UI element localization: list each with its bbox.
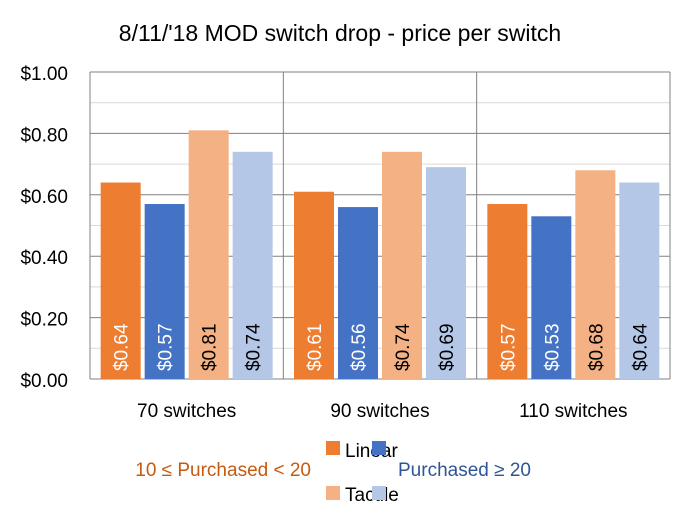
- legend-label-tactile: Tactile: [345, 485, 399, 506]
- x-tick-label: 110 switches: [519, 401, 627, 422]
- bar: [100, 182, 141, 379]
- data-label: $0.57: [498, 323, 519, 371]
- data-label: $0.57: [156, 323, 177, 371]
- legend-swatch-tactile-high: [372, 486, 386, 500]
- bar: [232, 151, 273, 379]
- y-tick-label: $0.60: [20, 187, 68, 208]
- data-label: $0.74: [393, 323, 414, 371]
- bar: [487, 204, 528, 379]
- y-tick-label: $0.40: [20, 248, 68, 269]
- legend-caption-high: Purchased ≥ 20: [398, 460, 531, 481]
- data-label: $0.68: [586, 323, 607, 371]
- legend-caption-low: 10 ≤ Purchased < 20: [135, 460, 311, 481]
- legend: Linear Tactile 10 ≤ Purchased < 20 Purch…: [135, 441, 531, 506]
- data-label: $0.53: [542, 323, 563, 371]
- bar: [338, 207, 378, 379]
- y-tick-label: $0.80: [20, 125, 68, 146]
- bar: [188, 130, 229, 379]
- y-tick-label: $0.20: [20, 310, 68, 331]
- data-label: $0.69: [437, 323, 458, 371]
- data-label: $0.56: [349, 323, 370, 371]
- bar: [531, 216, 572, 379]
- legend-swatch-linear-high: [372, 441, 386, 455]
- bar: [619, 182, 660, 379]
- data-label: $0.74: [244, 323, 265, 371]
- data-label: $0.81: [200, 323, 221, 371]
- chart-title: 8/11/'18 MOD switch drop - price per swi…: [119, 20, 561, 46]
- data-label: $0.64: [112, 323, 133, 371]
- bar: [426, 167, 466, 379]
- legend-swatch-linear-low: [326, 441, 340, 455]
- data-label: $0.61: [305, 323, 326, 371]
- bar: [575, 170, 616, 379]
- legend-swatch-tactile-low: [326, 486, 340, 500]
- bar: [294, 191, 334, 379]
- x-tick-label: 90 switches: [330, 401, 429, 422]
- x-tick-label: 70 switches: [137, 401, 236, 422]
- y-tick-label: $1.00: [20, 64, 68, 85]
- y-tick-label: $0.00: [20, 371, 68, 392]
- bar: [382, 151, 422, 379]
- data-label: $0.64: [630, 323, 651, 371]
- bar: [144, 204, 185, 379]
- legend-label-linear: Linear: [345, 441, 398, 462]
